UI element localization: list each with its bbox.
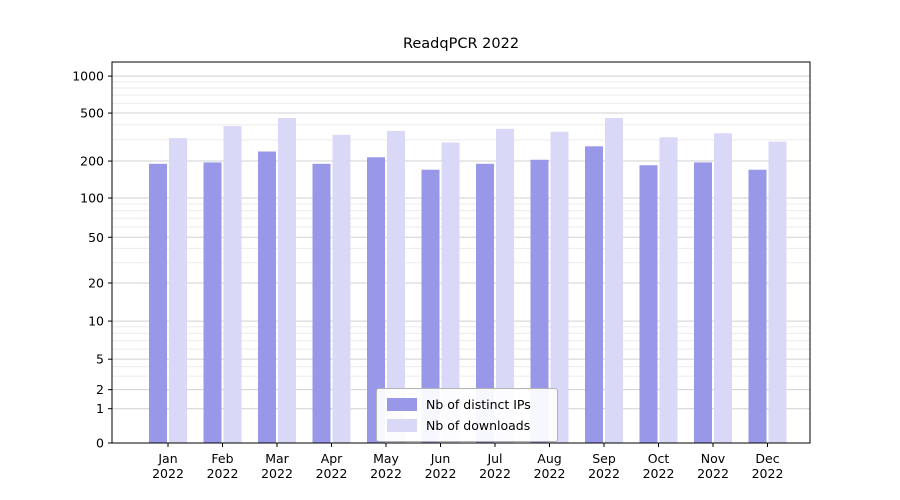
x-tick-label-month: Jun	[430, 451, 451, 466]
legend-swatch-downloads	[387, 419, 417, 432]
x-tick-label-year: 2022	[207, 466, 239, 481]
x-tick-label-year: 2022	[370, 466, 402, 481]
bar-distinct-ips-feb	[203, 162, 222, 443]
x-tick-label-month: Sep	[592, 451, 616, 466]
legend-swatch-distinct-ips	[387, 398, 417, 411]
bar-distinct-ips-may	[367, 157, 385, 443]
y-tick-label: 200	[80, 154, 104, 169]
y-tick-label: 2	[96, 382, 104, 397]
legend-label-downloads: Nb of downloads	[426, 418, 531, 433]
y-tick-label: 50	[88, 230, 104, 245]
bar-downloads-jan	[169, 138, 187, 443]
bar-distinct-ips-oct	[639, 165, 658, 443]
bar-distinct-ips-aug	[530, 159, 549, 444]
x-tick-label-year: 2022	[316, 466, 348, 481]
x-tick-label-month: Aug	[537, 451, 561, 466]
bar-downloads-jul	[496, 128, 514, 443]
x-tick-label-month: Feb	[211, 451, 233, 466]
bar-distinct-ips-mar	[258, 151, 276, 443]
x-tick-label-month: Oct	[648, 451, 670, 466]
x-tick-label-month: Nov	[701, 451, 726, 466]
y-tick-label: 20	[88, 275, 104, 290]
bar-distinct-ips-dec	[748, 169, 767, 443]
x-tick-label-year: 2022	[534, 466, 566, 481]
y-tick-label: 500	[80, 106, 104, 121]
chart-title: ReadqPCR 2022	[402, 36, 520, 52]
bar-distinct-ips-jul	[476, 163, 494, 443]
legend: Nb of distinct IPs Nb of downloads	[376, 388, 558, 442]
y-tick-label: 10	[88, 314, 104, 329]
bar-distinct-ips-jun	[421, 169, 440, 443]
x-tick-label-month: May	[373, 451, 399, 466]
x-tick-label-month: Mar	[265, 451, 289, 466]
bar-downloads-feb	[223, 126, 242, 444]
legend-label-distinct-ips: Nb of distinct IPs	[426, 397, 531, 412]
x-tick-label-month: Jul	[486, 451, 502, 466]
bar-distinct-ips-sep	[585, 146, 603, 443]
x-tick-label-year: 2022	[588, 466, 620, 481]
legend-item-downloads: Nb of downloads	[387, 415, 547, 436]
bar-downloads-mar	[278, 117, 296, 444]
bar-downloads-apr	[332, 134, 351, 443]
x-tick-label-year: 2022	[697, 466, 729, 481]
x-tick-label-year: 2022	[261, 466, 293, 481]
bar-downloads-dec	[768, 141, 787, 443]
y-tick-label: 1000	[72, 69, 104, 84]
bar-downloads-oct	[659, 137, 678, 443]
x-tick-label-year: 2022	[479, 466, 511, 481]
plot-border	[111, 61, 811, 444]
x-tick-label-month: Jan	[157, 451, 177, 466]
bar-downloads-nov	[714, 133, 732, 443]
x-tick-label-year: 2022	[752, 466, 784, 481]
y-tick-label: 1	[96, 401, 104, 416]
bar-distinct-ips-nov	[694, 162, 712, 443]
bar-downloads-may	[387, 130, 405, 444]
x-tick-label-year: 2022	[152, 466, 184, 481]
y-tick-label: 0	[96, 436, 104, 451]
legend-item-distinct-ips: Nb of distinct IPs	[387, 394, 547, 415]
x-tick-label-year: 2022	[425, 466, 457, 481]
x-tick-label-month: Dec	[755, 451, 779, 466]
x-tick-label-year: 2022	[643, 466, 675, 481]
y-tick-label: 100	[80, 191, 104, 206]
bar-downloads-sep	[605, 117, 623, 444]
bar-downloads-jun	[441, 142, 460, 444]
bar-distinct-ips-apr	[312, 163, 331, 443]
y-tick-label: 5	[96, 352, 104, 367]
bar-distinct-ips-jan	[149, 163, 167, 443]
bar-downloads-aug	[550, 131, 569, 444]
x-tick-label-month: Apr	[321, 451, 343, 466]
